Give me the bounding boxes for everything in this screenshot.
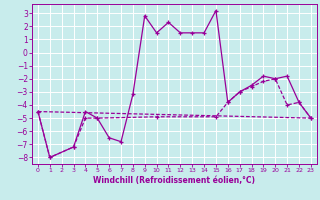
X-axis label: Windchill (Refroidissement éolien,°C): Windchill (Refroidissement éolien,°C) <box>93 176 255 185</box>
